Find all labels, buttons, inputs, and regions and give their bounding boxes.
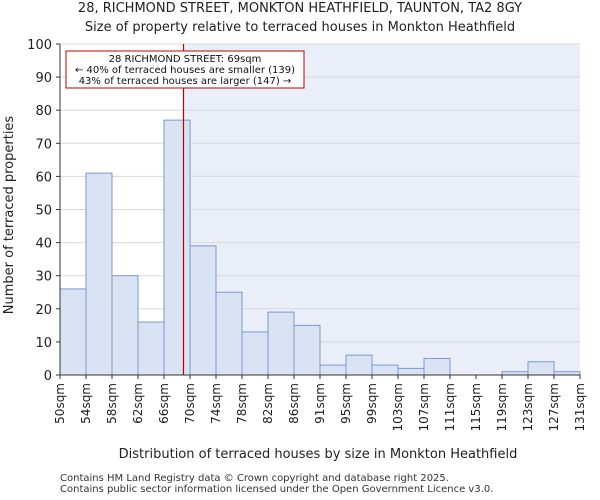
plot-area: 0 10 20 30 40 50 60 70 80 90 100 50sqm 54sqm 58sqm 62s… [27,38,587,431]
x-axis-label: Distribution of terraced houses by size … [119,447,518,462]
y-tick-label: 10 [35,336,52,351]
annotation-box [65,50,305,89]
x-tick-label: 54sqm [79,383,93,424]
x-tick-label: 99sqm [365,383,379,424]
x-tick-label: 70sqm [183,383,197,424]
bar [59,288,87,376]
bar [423,357,451,376]
bar [137,321,165,376]
bar [85,172,113,376]
x-tick-label: 107sqm [417,383,431,431]
x-tick-label: 58sqm [105,383,119,424]
footer-copyright: Contains HM Land Registry data © Crown c… [60,473,449,484]
y-tick-label: 90 [35,71,52,86]
annotation-text: 43% of terraced houses are larger (147) … [79,76,292,87]
x-tick-label: 78sqm [235,383,249,424]
x-tick-label: 91sqm [313,383,327,424]
y-tick-label: 20 [35,303,52,318]
x-tick-label: 62sqm [131,383,145,424]
bar [527,361,555,376]
bar [397,367,425,376]
y-axis-label: Number of terraced properties [2,116,17,315]
x-tick-label: 74sqm [209,383,223,424]
bar [319,364,347,376]
x-tick-label: 115sqm [469,383,483,431]
x-tick-label: 111sqm [443,383,457,431]
x-tick-label: 127sqm [547,383,561,431]
y-tick-label: 30 [35,270,52,285]
bar [371,364,399,376]
x-tick-label: 66sqm [157,383,171,424]
x-tick-label: 123sqm [521,383,535,431]
annotation-text: 28 RICHMOND STREET: 69sqm [109,54,262,65]
y-tick-label: 50 [35,204,52,219]
y-tick-label: 100 [27,38,52,53]
bar [189,245,217,376]
y-tick-label: 80 [35,104,52,119]
chart-title-line1: 28, RICHMOND STREET, MONKTON HEATHFIELD,… [78,1,522,16]
x-tick-label: 82sqm [261,383,275,424]
y-tick-label: 0 [44,369,52,384]
y-tick-label: 70 [35,137,52,152]
x-tick-label: 119sqm [495,383,509,431]
annotation-text: ← 40% of terraced houses are smaller (13… [75,65,295,76]
x-tick-label: 50sqm [53,383,67,424]
chart-title-line2: Size of property relative to terraced ho… [85,20,515,35]
bar [293,324,321,376]
x-tick-label: 103sqm [391,383,405,431]
x-tick-label: 131sqm [573,383,587,431]
y-tick-label: 40 [35,237,52,252]
x-tick-label: 86sqm [287,383,301,424]
footer-licence: Contains public sector information licen… [60,484,494,495]
bar [267,311,295,376]
bar [163,119,191,376]
bar [111,275,139,376]
bar [345,354,373,376]
bar [215,291,243,376]
bar [241,331,269,376]
x-tick-label: 95sqm [339,383,353,424]
y-tick-label: 60 [35,170,52,185]
